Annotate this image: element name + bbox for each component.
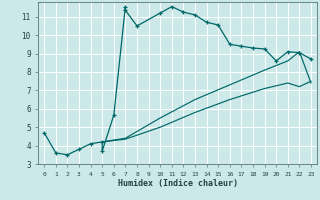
X-axis label: Humidex (Indice chaleur): Humidex (Indice chaleur)	[118, 179, 238, 188]
